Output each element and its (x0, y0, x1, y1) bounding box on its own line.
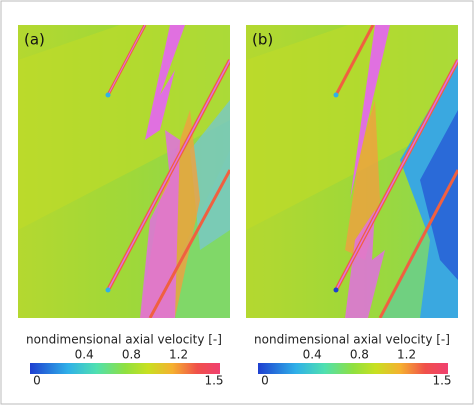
colorbar-tick-label: 0 (33, 374, 41, 388)
panel-label: (b) (252, 31, 273, 49)
colorbar-gradient (30, 363, 220, 374)
flow-field-a (18, 25, 230, 318)
colorbar: nondimensional axial velocity [-] 0 0.4 0.… (254, 333, 452, 388)
colorbar: nondimensional axial velocity [-] 0 0.4 0.… (26, 333, 224, 388)
colorbar-tick-label: 0.4 (75, 348, 94, 362)
colorbar-tick-label: 0 (261, 374, 269, 388)
colorbar-tick-label: 1.5 (432, 374, 451, 388)
colorbar-tick-label: 1.5 (204, 374, 223, 388)
colorbar-tick-label: 0.4 (303, 348, 322, 362)
panel-label: (a) (24, 31, 45, 49)
colorbar-tick-label: 1.2 (397, 348, 416, 362)
colorbar-title: nondimensional axial velocity [-] (26, 333, 222, 347)
colorbar-tick-label: 0.8 (350, 348, 369, 362)
colorbar-tick-label: 0.8 (122, 348, 141, 362)
colorbar-gradient (258, 363, 448, 374)
flow-field-b (246, 25, 458, 318)
colorbar-tick-label: 1.2 (169, 348, 188, 362)
colorbar-title: nondimensional axial velocity [-] (254, 333, 450, 347)
